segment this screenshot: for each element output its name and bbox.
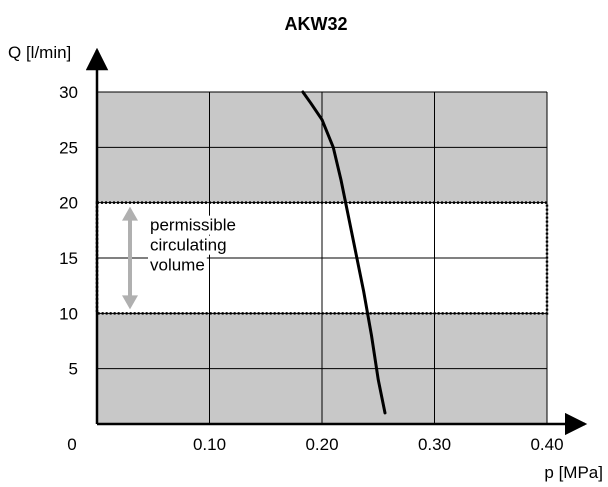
y-tick-label-2: 15 xyxy=(59,249,78,268)
y-tick-label-5: 30 xyxy=(59,83,78,102)
band-label-bg-2 xyxy=(148,255,207,275)
x-tick-label-2: 0.20 xyxy=(305,435,338,454)
y-axis-label: Q [l/min] xyxy=(8,43,71,62)
x-axis-label: p [MPa] xyxy=(544,463,603,482)
band-label-line-2: volume xyxy=(150,256,205,275)
series-line-0 xyxy=(301,90,387,415)
y-tick-label-1: 10 xyxy=(59,304,78,323)
band-arrow-up-head xyxy=(122,206,138,221)
y-tick-label-0: 5 xyxy=(69,360,78,379)
x-tick-label-3: 0.30 xyxy=(418,435,451,454)
x-tick-label-1: 0.10 xyxy=(193,435,226,454)
y-tick-label-4: 25 xyxy=(59,138,78,157)
band-label-line-1: circulating xyxy=(150,236,227,255)
band-border xyxy=(95,201,549,315)
band-label-bg-0 xyxy=(148,215,238,235)
chart-title: AKW32 xyxy=(284,14,347,34)
x-tick-label-0: 0 xyxy=(67,435,76,454)
band-arrow-down-head xyxy=(122,295,138,310)
band-label-line-0: permissible xyxy=(150,216,236,235)
x-tick-label-4: 0.40 xyxy=(530,435,563,454)
y-tick-label-3: 20 xyxy=(59,194,78,213)
band-label-bg-1 xyxy=(148,235,229,255)
